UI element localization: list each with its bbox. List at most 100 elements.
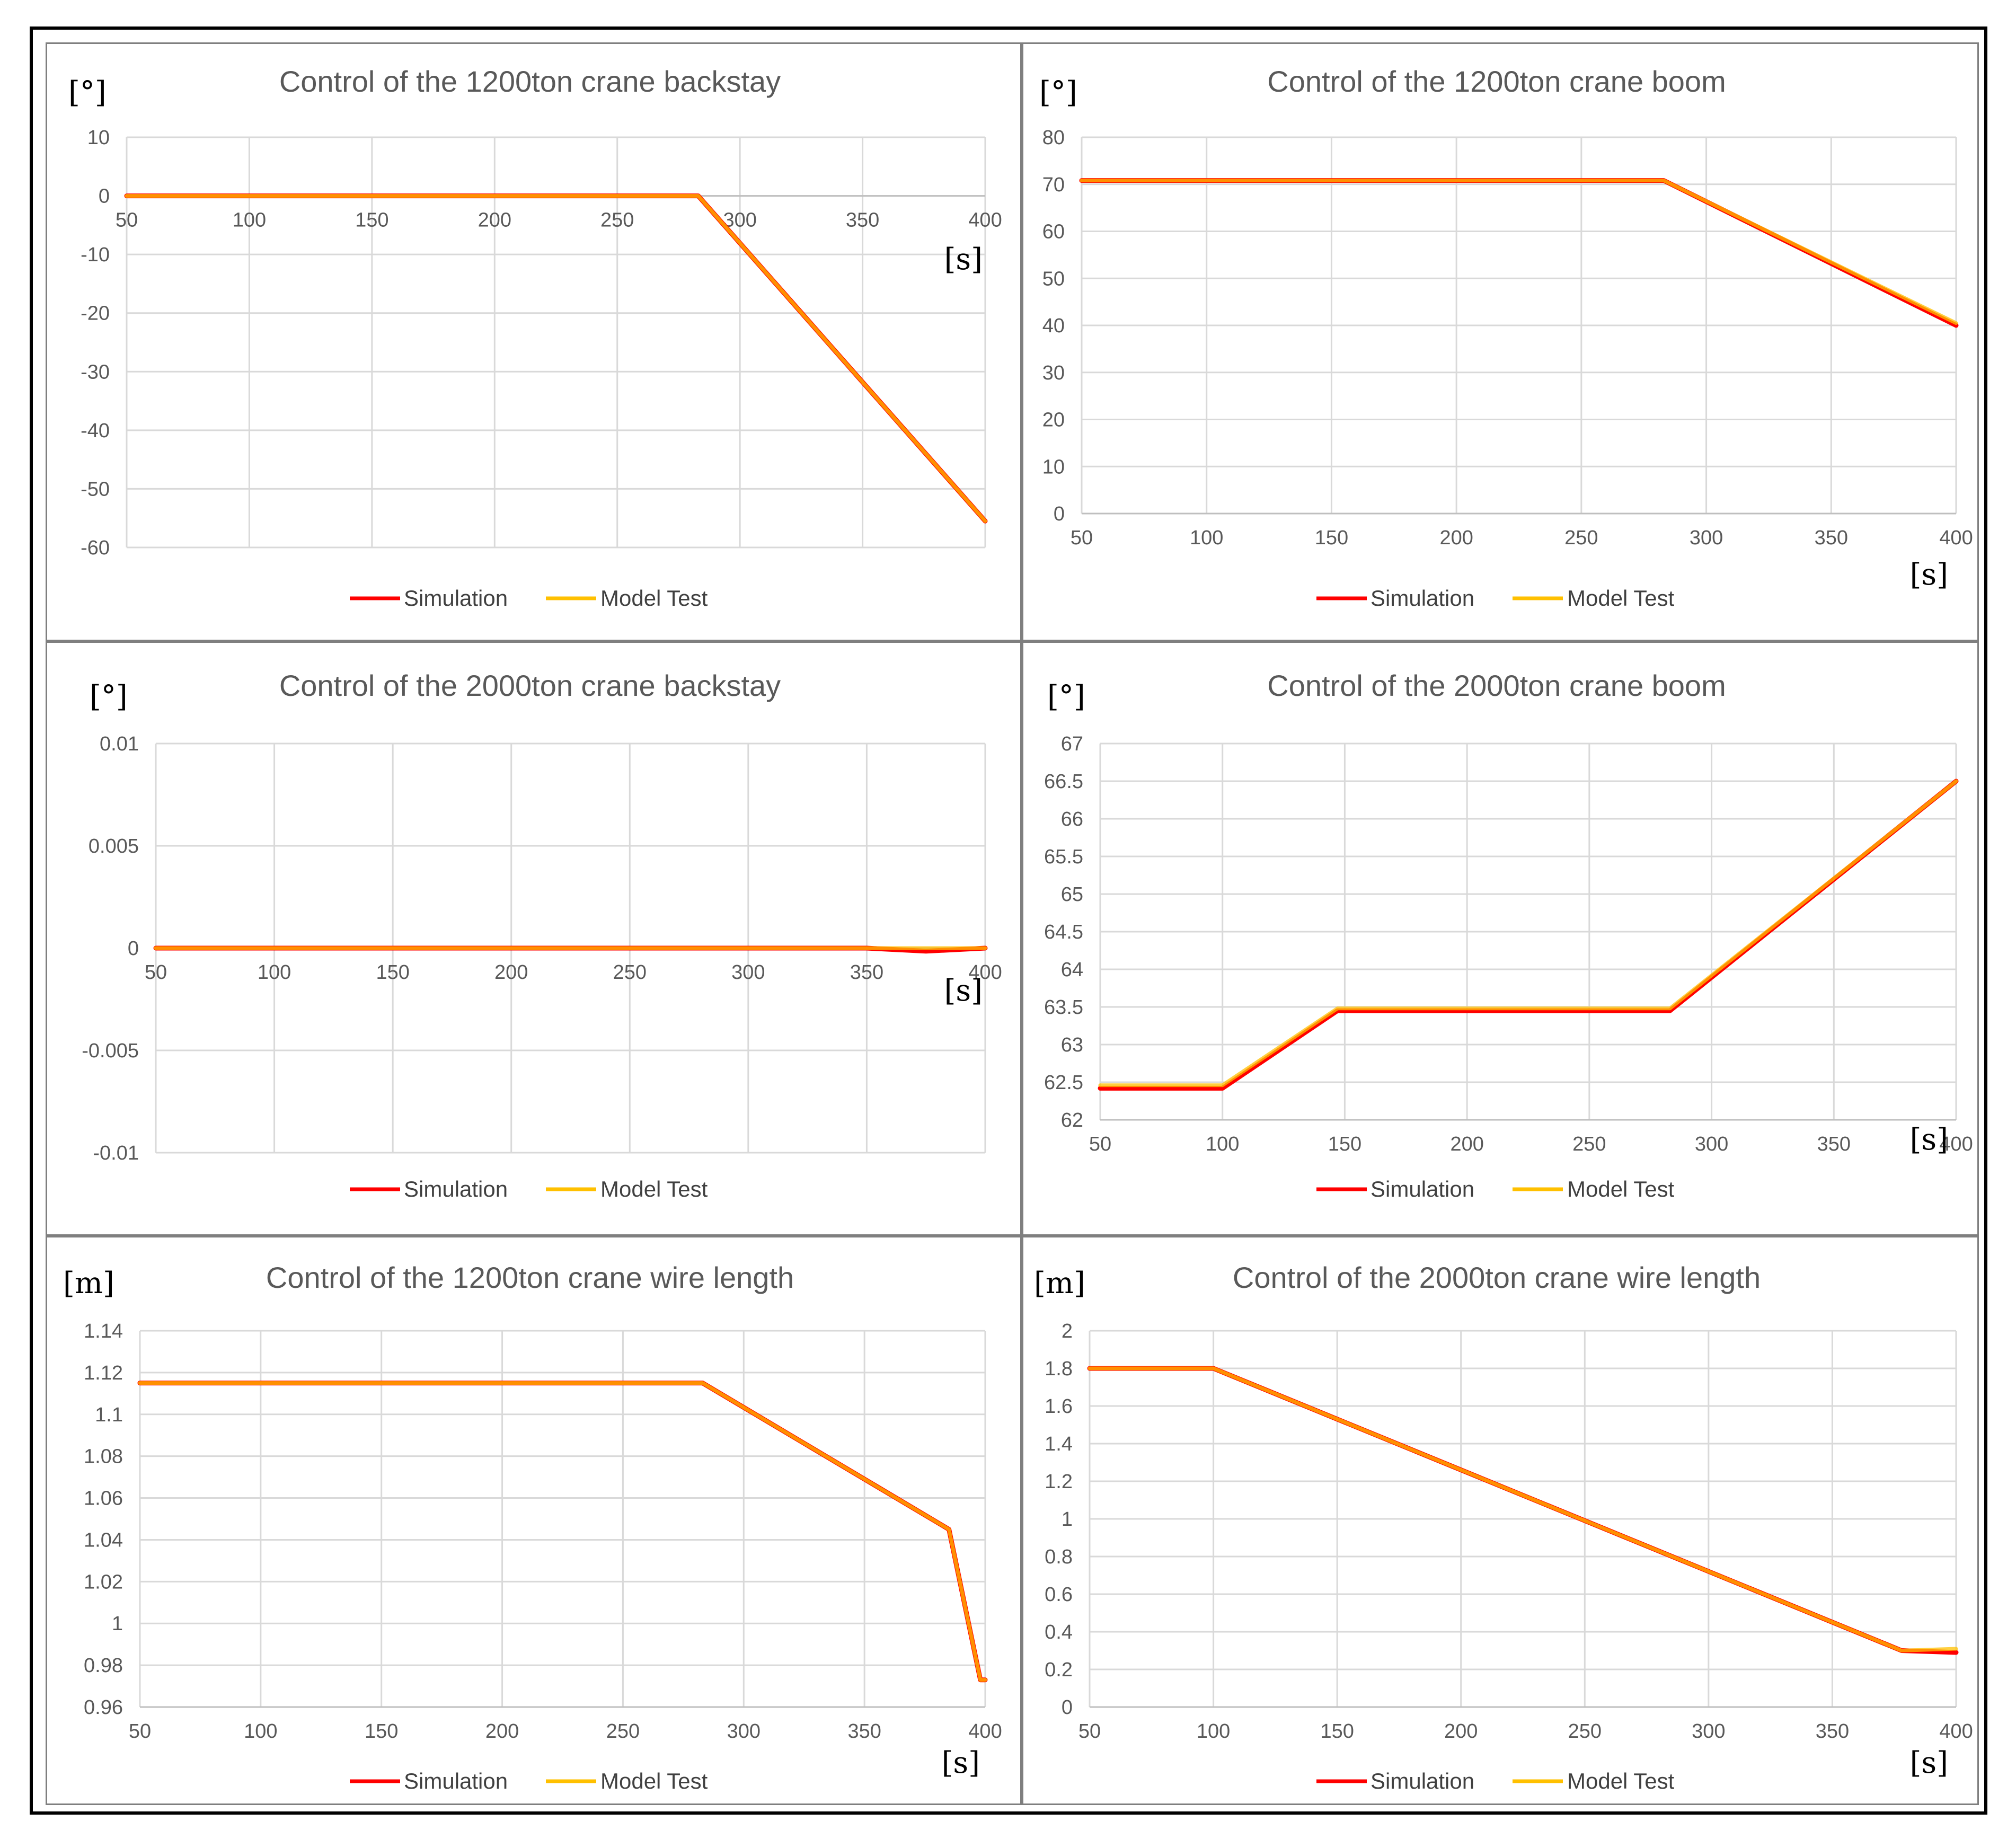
x-tick-label: 400 — [968, 1720, 1002, 1743]
x-tick-label: 150 — [1328, 1133, 1361, 1155]
y-tick-label: -30 — [81, 361, 110, 383]
y-tick-label: 63.5 — [1044, 996, 1083, 1019]
legend-label-simulation: Simulation — [1370, 586, 1474, 611]
x-axis-unit-label: [s] — [1910, 1746, 1948, 1780]
y-axis-unit-label: [m] — [1034, 1266, 1085, 1301]
legend-label-model-test: Model Test — [1567, 1177, 1675, 1201]
x-axis-unit-label: [s] — [942, 1746, 980, 1780]
legend: Simulation Model Test — [1316, 1177, 1675, 1201]
x-tick-label: 400 — [1939, 527, 1973, 549]
chart-title: Control of the 2000ton crane wire length — [1233, 1261, 1761, 1294]
x-tick-label: 350 — [1815, 527, 1848, 549]
x-tick-label: 350 — [847, 1720, 881, 1743]
x-axis-unit-label: [s] — [1910, 1122, 1948, 1157]
chart-svg-1200ton-backstay: Control of the 1200ton crane backstay [°]… — [68, 65, 1002, 611]
y-tick-label: 1.4 — [1045, 1433, 1073, 1455]
y-tick-label: 0.96 — [84, 1696, 123, 1719]
y-tick-label: 65 — [1061, 883, 1083, 906]
x-tick-label: 100 — [1206, 1133, 1239, 1155]
legend-label-model-test: Model Test — [1567, 1769, 1675, 1793]
y-tick-label: -10 — [81, 244, 110, 266]
series-line-simulation — [1087, 1366, 1959, 1655]
series-line-simulation — [1079, 178, 1959, 328]
figure-frame: Control of the 1200ton crane backstay [°]… — [30, 26, 1987, 1815]
x-tick-label: 50 — [116, 209, 138, 232]
series-line-model-test — [125, 194, 987, 523]
x-tick-label: 350 — [1816, 1720, 1849, 1743]
y-tick-label: 0.98 — [84, 1655, 123, 1677]
chart-panel-2000ton-backstay: Control of the 2000ton crane backstay [°]… — [46, 641, 1022, 1236]
x-tick-label: 250 — [606, 1720, 640, 1743]
x-tick-label: 350 — [850, 961, 883, 984]
legend-label-simulation: Simulation — [1370, 1177, 1474, 1201]
y-axis-unit-label: [°] — [1039, 75, 1077, 110]
chart-svg-1200ton-boom: Control of the 1200ton crane boom [°] 80 70… — [1039, 65, 1973, 611]
y-tick-label: 1.06 — [84, 1488, 123, 1510]
x-tick-label: 350 — [846, 209, 879, 232]
y-tick-label: 1.1 — [95, 1404, 123, 1426]
y-tick-label: 1.2 — [1045, 1471, 1073, 1493]
chart-svg-2000ton-boom: Control of the 2000ton crane boom [°] 67 66… — [1044, 669, 1973, 1201]
x-tick-label: 200 — [1439, 527, 1473, 549]
series-line-model-test — [138, 1381, 987, 1682]
y-tick-label: 1.04 — [84, 1529, 123, 1551]
x-axis-unit-label: [s] — [944, 974, 983, 1008]
y-tick-label: 30 — [1042, 362, 1065, 384]
legend-label-model-test: Model Test — [600, 1769, 708, 1793]
chart-title: Control of the 2000ton crane backstay — [279, 669, 781, 702]
y-tick-label: 1.02 — [84, 1571, 123, 1593]
x-tick-label: 50 — [1089, 1133, 1111, 1155]
chart-panel-1200ton-backstay: Control of the 1200ton crane backstay [°]… — [46, 42, 1022, 641]
x-tick-label: 150 — [1320, 1720, 1354, 1743]
chart-svg-2000ton-backstay: Control of the 2000ton crane backstay [°]… — [82, 669, 1002, 1201]
y-tick-label: -0.005 — [82, 1040, 139, 1062]
y-tick-label: 1.14 — [84, 1320, 123, 1342]
x-tick-label: 300 — [1692, 1720, 1725, 1743]
legend-label-model-test: Model Test — [600, 586, 708, 611]
x-tick-label: 200 — [1450, 1133, 1483, 1155]
x-tick-label: 50 — [1078, 1720, 1101, 1743]
x-tick-label: 300 — [731, 961, 765, 984]
y-tick-label: 0.8 — [1045, 1546, 1073, 1568]
x-tick-label: 300 — [727, 1720, 761, 1743]
chart-title: Control of the 1200ton crane boom — [1267, 65, 1726, 98]
chart-title: Control of the 1200ton crane backstay — [279, 65, 781, 98]
y-tick-label: 50 — [1042, 268, 1065, 290]
x-tick-label: 250 — [600, 209, 634, 232]
y-tick-label: -50 — [81, 478, 110, 500]
y-tick-label: 0 — [128, 938, 139, 960]
y-tick-label: 1.8 — [1045, 1358, 1073, 1380]
y-tick-label: 0.4 — [1045, 1621, 1073, 1643]
legend: Simulation Model Test — [350, 586, 708, 611]
x-tick-label: 300 — [1690, 527, 1723, 549]
y-tick-label: 70 — [1042, 174, 1065, 196]
x-tick-label: 100 — [258, 961, 291, 984]
legend-label-simulation: Simulation — [404, 1769, 508, 1793]
x-tick-label: 250 — [1564, 527, 1598, 549]
y-tick-label: -0.01 — [93, 1142, 139, 1164]
x-tick-label: 400 — [968, 209, 1002, 232]
y-tick-label: 66.5 — [1044, 771, 1083, 793]
y-axis-unit-label: [m] — [63, 1266, 114, 1301]
y-tick-label: 1.08 — [84, 1446, 123, 1468]
y-tick-label: 1.6 — [1045, 1395, 1073, 1418]
y-tick-label: 0 — [1054, 503, 1065, 525]
legend-label-simulation: Simulation — [1370, 1769, 1474, 1793]
chart-svg-1200ton-wire-length: Control of the 1200ton crane wire length… — [63, 1261, 1002, 1793]
x-tick-label: 50 — [129, 1720, 151, 1743]
legend: Simulation Model Test — [350, 1177, 708, 1201]
y-tick-label: 0.6 — [1045, 1584, 1073, 1606]
legend-label-simulation: Simulation — [404, 586, 508, 611]
y-tick-label: 60 — [1042, 221, 1065, 243]
y-tick-label: 67 — [1061, 733, 1083, 755]
x-tick-label: 100 — [233, 209, 266, 232]
y-tick-label: -60 — [81, 537, 110, 559]
x-tick-label: 50 — [1071, 527, 1093, 549]
chart-title: Control of the 1200ton crane wire length — [266, 1261, 794, 1294]
legend-label-model-test: Model Test — [1567, 586, 1675, 611]
x-tick-label: 250 — [613, 961, 647, 984]
y-tick-label: 62 — [1061, 1109, 1083, 1131]
x-tick-label: 150 — [1315, 527, 1348, 549]
y-tick-label: 64.5 — [1044, 921, 1083, 943]
series-line-simulation — [124, 193, 988, 524]
